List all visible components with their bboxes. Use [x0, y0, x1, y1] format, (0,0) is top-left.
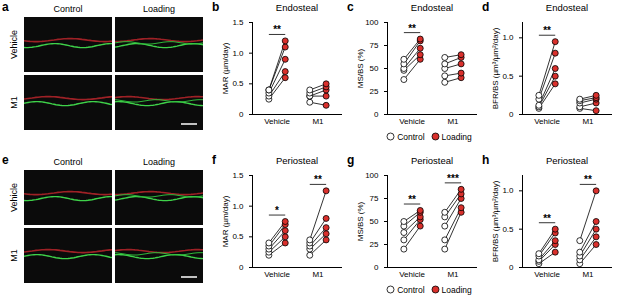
svg-text:**: **: [273, 24, 281, 35]
svg-text:50: 50: [370, 64, 379, 73]
svg-text:***: ***: [447, 173, 459, 184]
html-text:Periosteal: Periosteal: [410, 155, 454, 166]
html-text:Loading: Loading: [143, 4, 175, 14]
html-text:b: b: [212, 0, 220, 14]
html-text:M1: M1: [8, 95, 19, 109]
svg-text:100: 100: [365, 171, 379, 180]
html-text:Control: Control: [397, 131, 425, 142]
html-text:Periosteal: Periosteal: [275, 155, 319, 166]
html-text:M1: M1: [8, 248, 19, 262]
svg-text:**: **: [584, 174, 592, 185]
html-text:Control: Control: [53, 4, 83, 14]
svg-text:75: 75: [370, 194, 379, 203]
svg-text:0: 0: [239, 110, 244, 119]
svg-text:1.0: 1.0: [232, 49, 244, 58]
svg-text:1.0: 1.0: [502, 33, 514, 42]
svg-text:MS/BS (%): MS/BS (%): [356, 48, 365, 88]
svg-text:**: **: [543, 213, 551, 224]
svg-text:1.0: 1.0: [502, 186, 514, 195]
svg-text:MAR (µm/day): MAR (µm/day): [221, 42, 230, 94]
svg-text:**: **: [314, 174, 322, 185]
html-text:Loading: Loading: [441, 131, 472, 142]
html-text:h: h: [482, 153, 490, 167]
svg-text:0.5: 0.5: [502, 225, 514, 234]
html-text:Endosteal: Endosteal: [410, 2, 454, 13]
svg-text:0.5: 0.5: [232, 79, 244, 88]
svg-text:1.5: 1.5: [232, 171, 244, 180]
svg-text:MS/BS (%): MS/BS (%): [356, 201, 365, 241]
svg-text:M1: M1: [312, 117, 324, 126]
svg-text:25: 25: [370, 240, 379, 249]
svg-text:0: 0: [239, 263, 244, 272]
svg-text:M1: M1: [582, 270, 594, 279]
svg-text:50: 50: [370, 217, 379, 226]
svg-text:Vehicle: Vehicle: [264, 270, 290, 279]
svg-text:M1: M1: [447, 117, 459, 126]
svg-text:1.5: 1.5: [232, 18, 244, 27]
svg-text:MAR (µm/day): MAR (µm/day): [221, 195, 230, 247]
svg-text:Vehicle: Vehicle: [399, 117, 425, 126]
html-text:Control: Control: [397, 284, 425, 295]
svg-text:**: **: [408, 194, 416, 205]
svg-text:25: 25: [370, 87, 379, 96]
svg-text:Vehicle: Vehicle: [534, 117, 560, 126]
html-text:Loading: Loading: [143, 157, 175, 167]
html-text:Endosteal: Endosteal: [275, 2, 319, 13]
svg-text:100: 100: [365, 18, 379, 27]
svg-text:M1: M1: [582, 117, 594, 126]
svg-text:M1: M1: [312, 270, 324, 279]
svg-text:75: 75: [370, 41, 379, 50]
svg-text:0: 0: [374, 263, 379, 272]
svg-text:Vehicle: Vehicle: [399, 270, 425, 279]
html-text:Vehicle: Vehicle: [8, 182, 19, 212]
svg-text:0: 0: [374, 110, 379, 119]
html-text:Periosteal: Periosteal: [545, 155, 589, 166]
html-text:d: d: [482, 0, 490, 14]
svg-text:0: 0: [509, 110, 514, 119]
svg-text:M1: M1: [447, 270, 459, 279]
svg-text:1.0: 1.0: [232, 202, 244, 211]
html-text:Control: Control: [53, 157, 83, 167]
html-text:f: f: [212, 153, 216, 167]
svg-text:**: **: [543, 25, 551, 36]
svg-text:0.5: 0.5: [502, 72, 514, 81]
html-text:Endosteal: Endosteal: [545, 2, 589, 13]
svg-text:0.5: 0.5: [232, 232, 244, 241]
html-text:e: e: [2, 153, 9, 167]
svg-text:0: 0: [509, 263, 514, 272]
html-text:a: a: [2, 0, 9, 14]
svg-text:*: *: [275, 205, 279, 216]
svg-text:Vehicle: Vehicle: [264, 117, 290, 126]
svg-text:BFR/BS (µm³/µm²/day): BFR/BS (µm³/µm²/day): [491, 27, 500, 109]
svg-text:BFR/BS (µm³/µm²/day): BFR/BS (µm³/µm²/day): [491, 180, 500, 262]
html-text:Loading: Loading: [441, 284, 472, 295]
svg-text:**: **: [408, 23, 416, 34]
svg-text:Vehicle: Vehicle: [534, 270, 560, 279]
html-text:g: g: [347, 153, 355, 167]
html-text:Vehicle: Vehicle: [8, 29, 19, 59]
html-text:c: c: [347, 0, 354, 14]
